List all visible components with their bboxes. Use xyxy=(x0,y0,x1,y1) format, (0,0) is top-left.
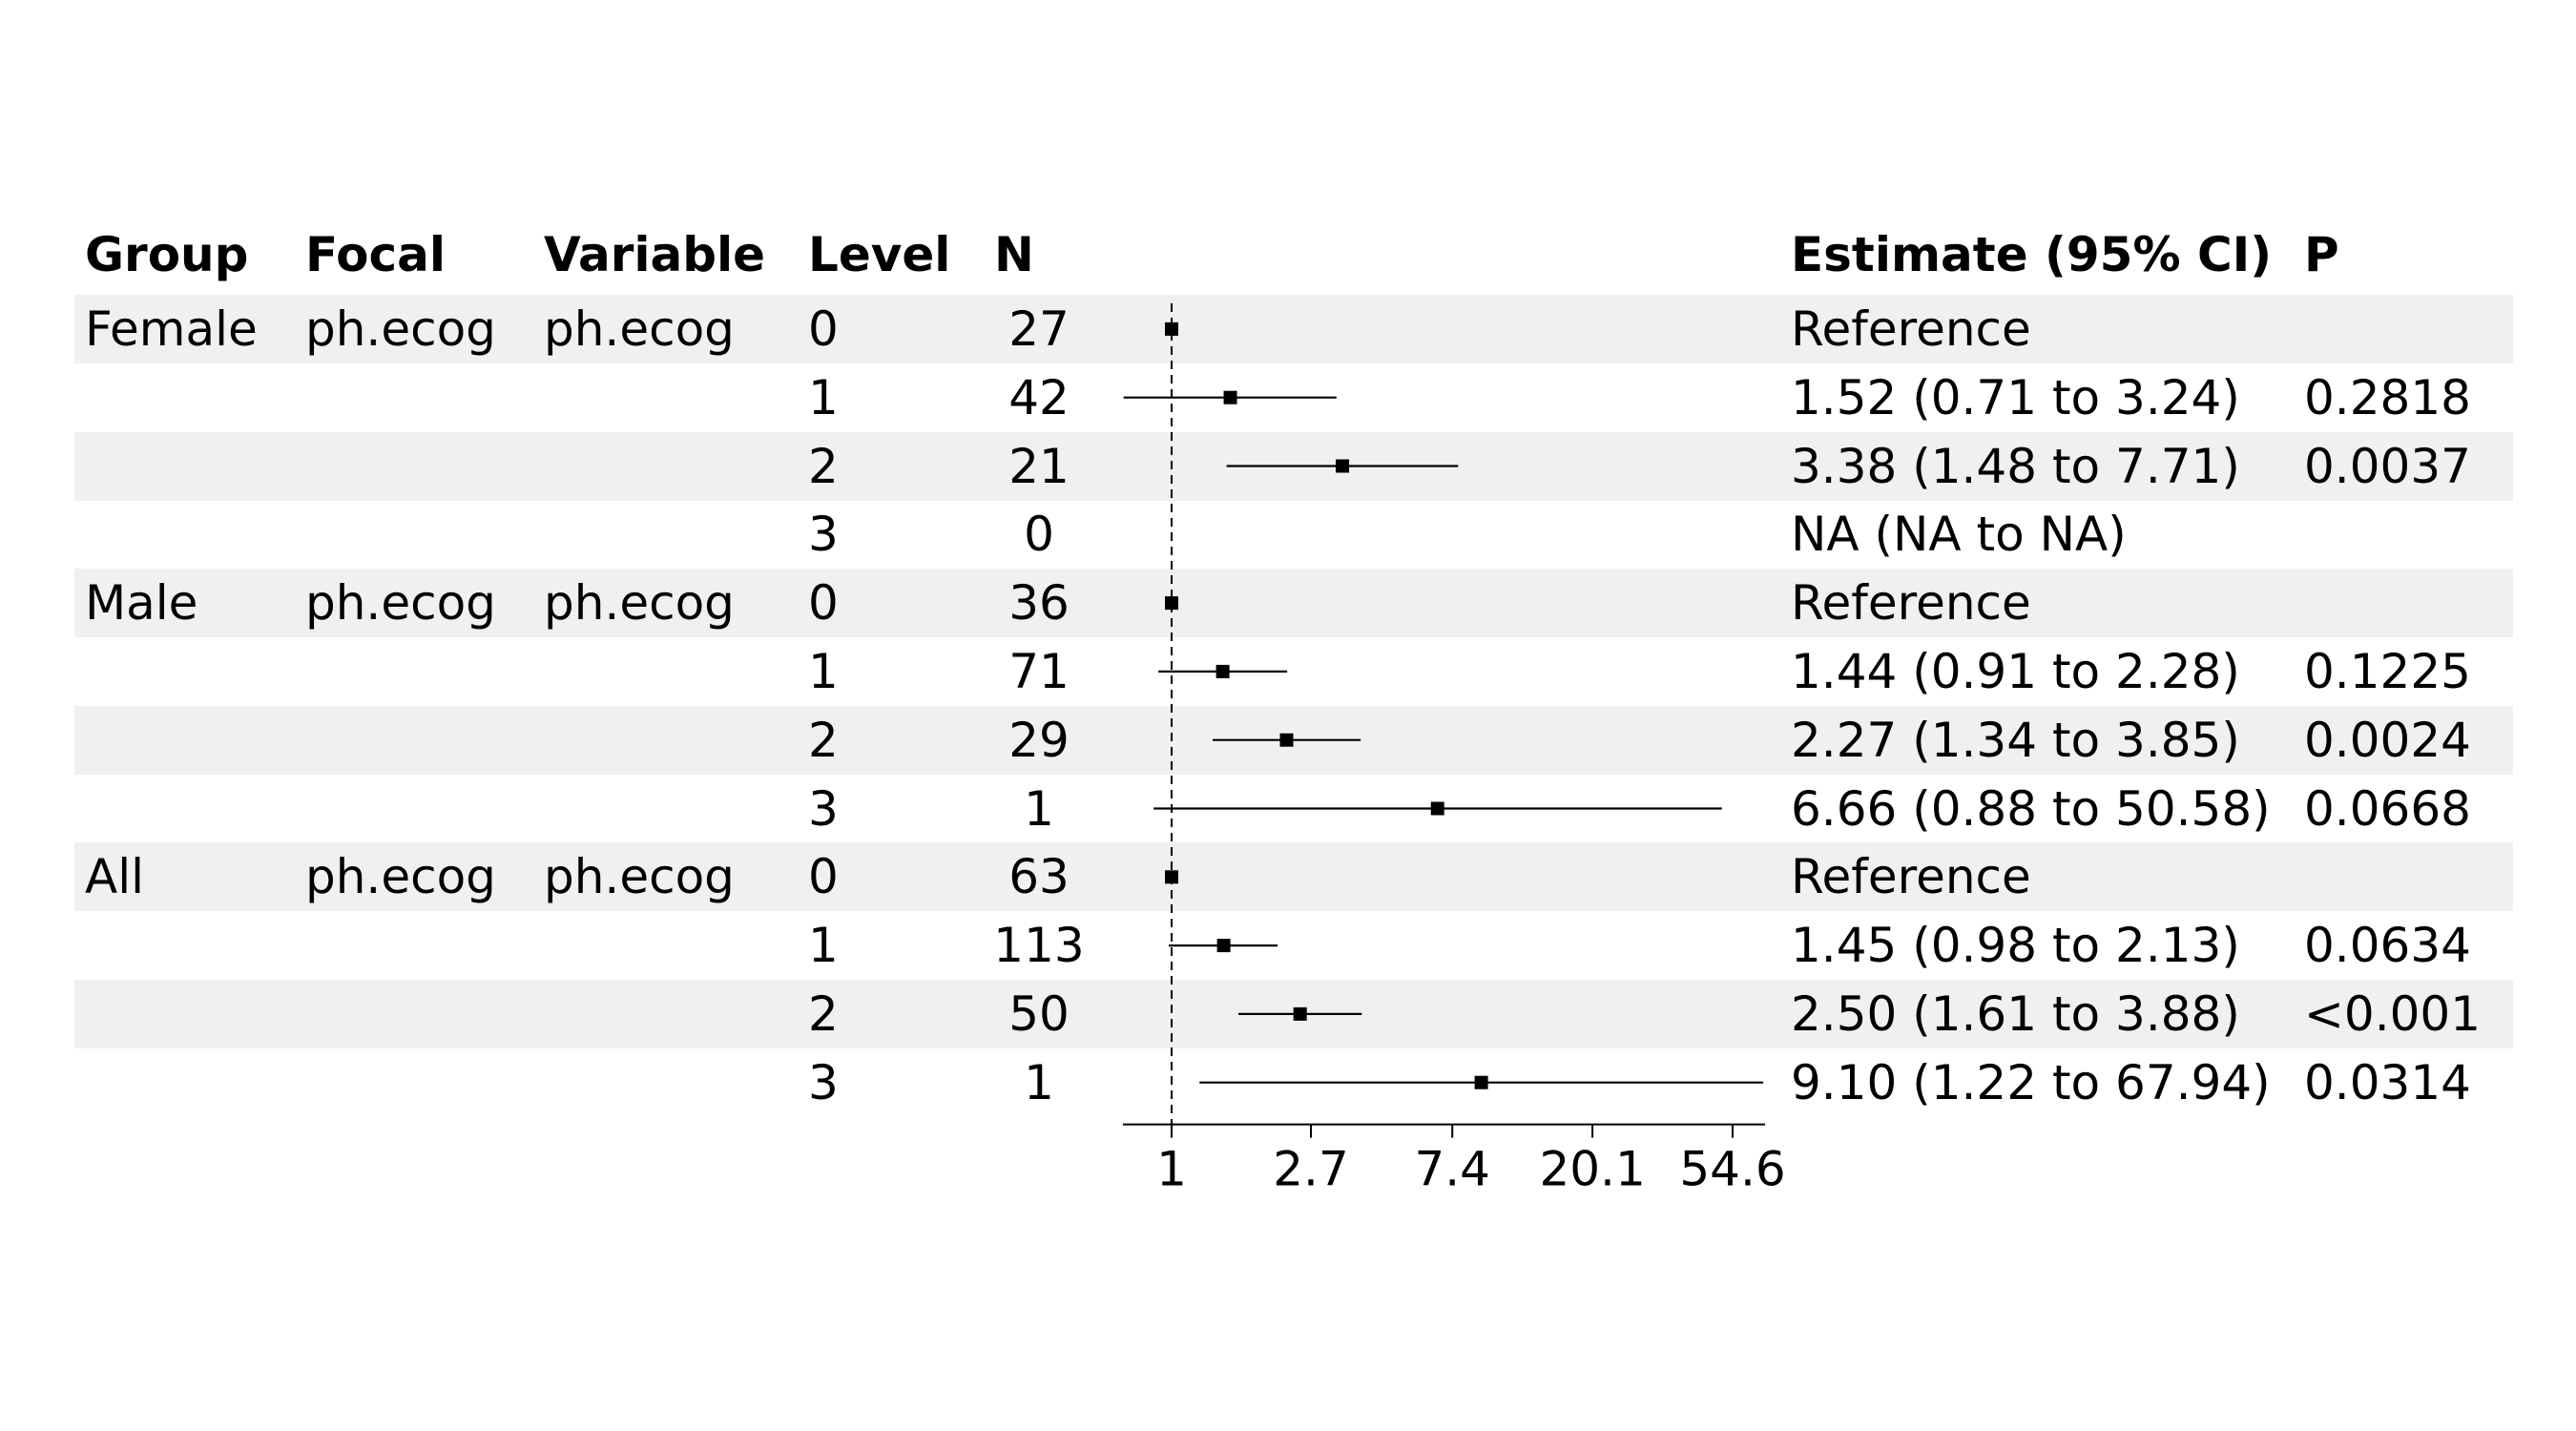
estimate-marker xyxy=(1215,664,1230,678)
cell-estimate: 1.44 (0.91 to 2.28) xyxy=(1791,644,2240,699)
cell-estimate: 1.52 (0.71 to 3.24) xyxy=(1791,369,2240,425)
cell-level: 2 xyxy=(808,438,839,494)
cell-n: 29 xyxy=(1008,712,1070,768)
reference-marker xyxy=(1165,321,1178,336)
x-axis-tick-label: 54.6 xyxy=(1679,1142,1785,1197)
estimate-marker xyxy=(1223,390,1237,404)
header-group: Group xyxy=(85,227,249,282)
cell-n: 1 xyxy=(1024,780,1054,837)
cell-n: 50 xyxy=(1008,986,1070,1042)
x-axis-tick-label: 2.7 xyxy=(1273,1142,1349,1197)
cell-level: 1 xyxy=(808,918,839,974)
estimate-marker xyxy=(1279,733,1294,747)
cell-level: 2 xyxy=(808,986,839,1042)
header-n: N xyxy=(994,227,1034,282)
cell-estimate: Reference xyxy=(1791,849,2031,905)
cell-level: 3 xyxy=(808,507,839,563)
cell-variable: ph.ecog xyxy=(544,575,735,632)
estimate-marker xyxy=(1430,801,1444,816)
cell-estimate: 2.50 (1.61 to 3.88) xyxy=(1791,986,2240,1042)
cell-group: Female xyxy=(85,301,258,357)
x-axis-tick-label: 1 xyxy=(1156,1142,1187,1197)
reference-marker xyxy=(1165,870,1178,884)
header-variable: Variable xyxy=(544,227,766,282)
estimate-marker xyxy=(1216,939,1231,953)
cell-n: 63 xyxy=(1008,849,1070,905)
cell-p: 0.2818 xyxy=(2304,369,2471,425)
cell-level: 2 xyxy=(808,712,839,768)
cell-group: All xyxy=(85,849,144,905)
cell-level: 0 xyxy=(808,301,839,357)
cell-n: 36 xyxy=(1008,575,1070,632)
cell-estimate: 1.45 (0.98 to 2.13) xyxy=(1791,918,2240,974)
cell-estimate: 2.27 (1.34 to 3.85) xyxy=(1791,712,2240,768)
header-estimate: Estimate (95% CI) xyxy=(1791,227,2273,282)
cell-p: 0.0634 xyxy=(2304,918,2471,974)
cell-p: 0.1225 xyxy=(2304,644,2471,699)
cell-focal: ph.ecog xyxy=(305,301,496,357)
cell-focal: ph.ecog xyxy=(305,575,496,632)
cell-estimate: Reference xyxy=(1791,301,2031,357)
cell-level: 3 xyxy=(808,780,839,837)
x-axis-tick-label: 7.4 xyxy=(1414,1142,1490,1197)
estimate-marker xyxy=(1474,1075,1488,1089)
cell-estimate: 6.66 (0.88 to 50.58) xyxy=(1791,780,2271,837)
cell-n: 27 xyxy=(1008,301,1070,357)
cell-variable: ph.ecog xyxy=(544,301,735,357)
row-stripe xyxy=(74,295,2513,363)
cell-n: 1 xyxy=(1024,1054,1054,1110)
cell-p: 0.0024 xyxy=(2304,712,2471,768)
cell-group: Male xyxy=(85,575,198,632)
row-stripe xyxy=(74,842,2513,912)
row-stripe xyxy=(74,569,2513,638)
cell-p: 0.0314 xyxy=(2304,1054,2471,1110)
cell-p: <0.001 xyxy=(2304,986,2482,1042)
cell-p: 0.0037 xyxy=(2304,438,2471,494)
header-level: Level xyxy=(808,227,951,282)
reference-marker xyxy=(1165,596,1178,611)
cell-n: 0 xyxy=(1024,507,1054,563)
cell-level: 1 xyxy=(808,369,839,425)
estimate-marker xyxy=(1336,459,1350,473)
cell-level: 1 xyxy=(808,644,839,699)
cell-estimate: 9.10 (1.22 to 67.94) xyxy=(1791,1054,2271,1110)
cell-n: 42 xyxy=(1008,369,1070,425)
cell-focal: ph.ecog xyxy=(305,849,496,905)
header-p: P xyxy=(2304,227,2339,282)
cell-n: 71 xyxy=(1008,644,1070,699)
header-focal: Focal xyxy=(305,227,446,282)
cell-variable: ph.ecog xyxy=(544,849,735,905)
cell-estimate: NA (NA to NA) xyxy=(1791,507,2127,563)
cell-estimate: Reference xyxy=(1791,575,2031,632)
cell-n: 113 xyxy=(993,918,1085,974)
x-axis-tick-label: 20.1 xyxy=(1539,1142,1645,1197)
cell-estimate: 3.38 (1.48 to 7.71) xyxy=(1791,438,2240,494)
cell-n: 21 xyxy=(1008,438,1070,494)
estimate-marker xyxy=(1293,1006,1307,1021)
cell-level: 3 xyxy=(808,1054,839,1110)
cell-level: 0 xyxy=(808,849,839,905)
cell-p: 0.0668 xyxy=(2304,780,2471,837)
cell-level: 0 xyxy=(808,575,839,632)
